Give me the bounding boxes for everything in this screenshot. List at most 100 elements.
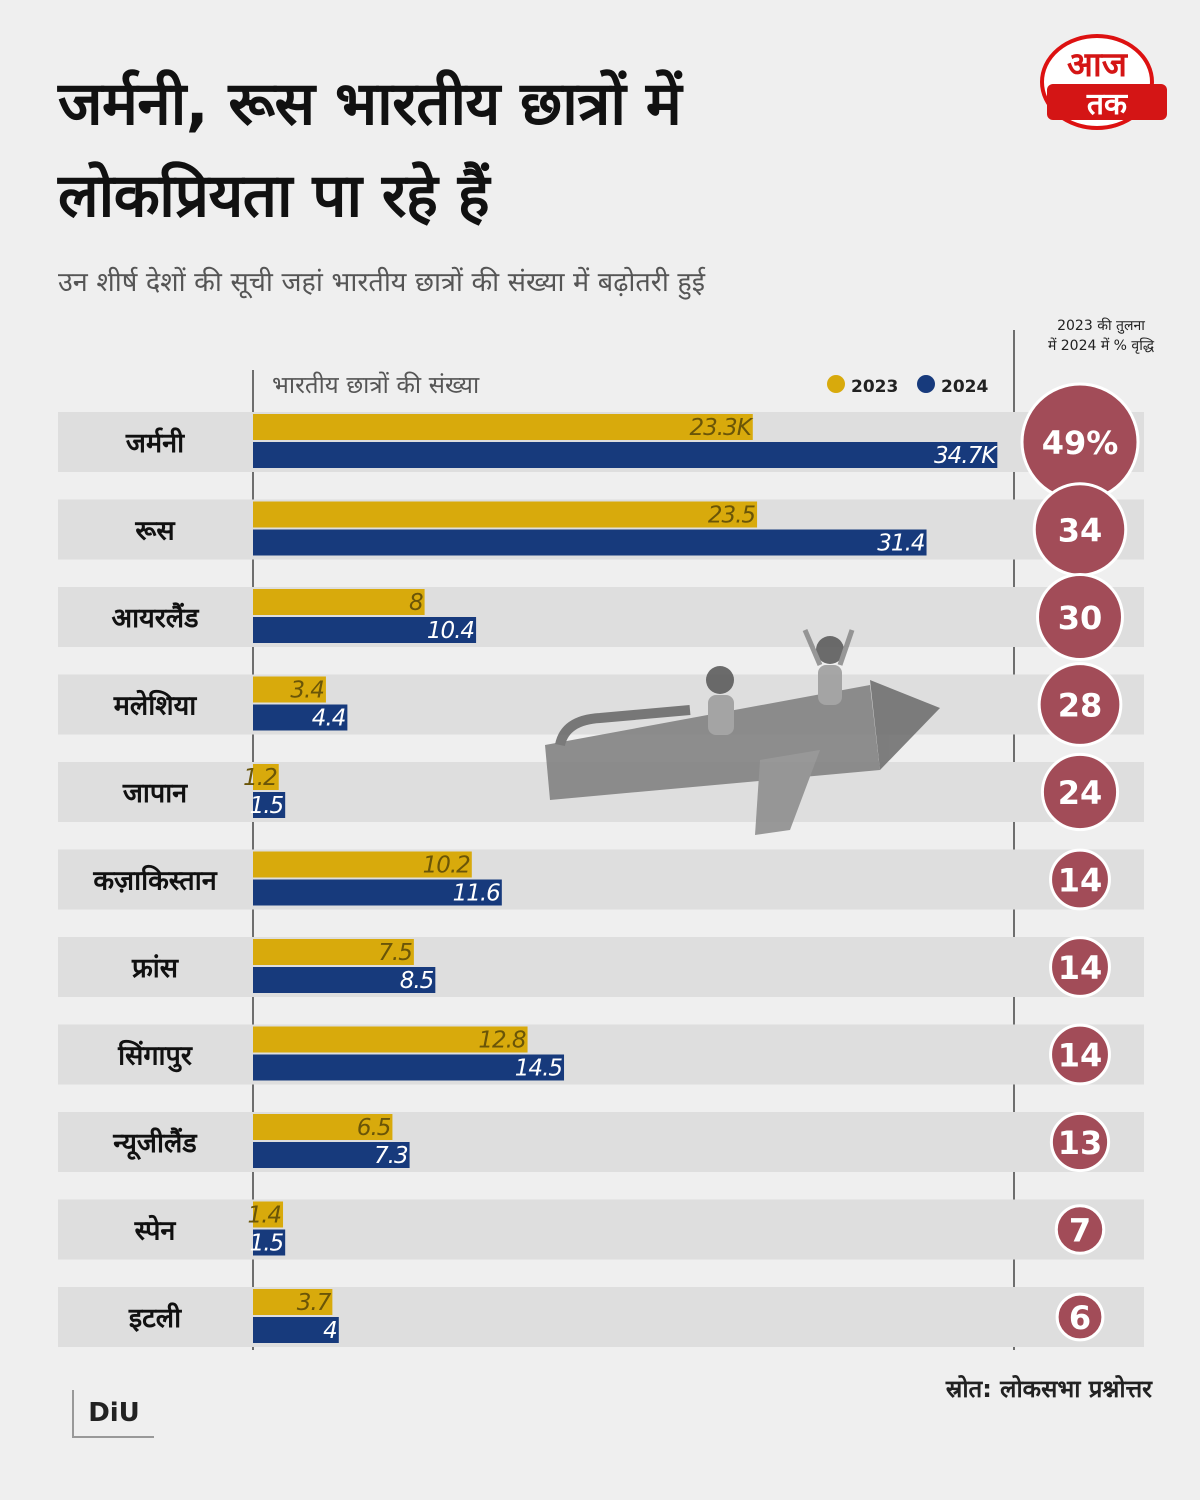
data-label-2023: 1.4 — [247, 1203, 281, 1229]
data-label-2024: 1.5 — [250, 1231, 284, 1257]
data-label-2023: 3.7 — [297, 1290, 332, 1316]
category-label: कज़ाकिस्तान — [92, 865, 217, 897]
data-label-2024: 14.5 — [515, 1056, 563, 1082]
data-label-2024: 4.4 — [312, 706, 346, 732]
growth-label: 24 — [1058, 774, 1103, 812]
bar-2023 — [253, 414, 753, 440]
growth-circle — [1040, 752, 1120, 832]
growth-label: 49% — [1042, 424, 1119, 462]
bar-2024 — [253, 617, 477, 643]
bar-2024 — [253, 529, 927, 556]
data-label-2023: 8 — [409, 590, 423, 616]
growth-label: 14 — [1058, 862, 1103, 900]
category-label: जर्मनी — [125, 427, 185, 459]
category-label: मलेशिया — [113, 690, 197, 722]
legend-label-2023: 2023 — [851, 377, 898, 397]
bar-2023 — [253, 939, 414, 965]
data-label-2024: 7.3 — [374, 1143, 408, 1169]
data-label-2024: 8.5 — [400, 968, 434, 994]
bar-2023 — [253, 1114, 393, 1140]
growth-label: 7 — [1069, 1212, 1091, 1250]
row-background — [58, 674, 1144, 735]
growth-label: 14 — [1058, 949, 1103, 987]
growth-label: 13 — [1058, 1124, 1103, 1162]
growth-circle — [1049, 936, 1111, 998]
title-line-2: लोकप्रियता पा रहे हैं — [58, 161, 490, 231]
growth-circle — [1049, 848, 1111, 911]
bar-2024 — [253, 1054, 565, 1081]
legend-marker-2023 — [827, 375, 845, 393]
data-label-2024: 11.6 — [453, 881, 501, 907]
bar-2024 — [253, 704, 348, 731]
data-label-2024: 10.4 — [427, 618, 474, 644]
logo-line-2: तक — [1086, 87, 1128, 122]
bar-2024 — [253, 879, 502, 906]
row-background — [58, 1112, 1144, 1172]
logo-line-1: आज — [1067, 45, 1129, 85]
growth-header-line-1: 2023 की तुलना — [1057, 318, 1145, 334]
data-label-2023: 10.2 — [423, 853, 471, 879]
bar-2024 — [253, 1229, 286, 1256]
growth-circle — [1054, 1204, 1106, 1255]
growth-circle — [1049, 1023, 1111, 1086]
growth-circle — [1036, 573, 1124, 661]
bar-2024 — [253, 792, 286, 818]
growth-circle — [1049, 1111, 1111, 1173]
bar-2023 — [253, 1026, 528, 1053]
bar-2023 — [253, 501, 758, 528]
diu-logo-text: DiU — [88, 1398, 140, 1428]
row-background — [58, 1199, 1144, 1260]
data-label-2023: 7.5 — [378, 940, 412, 966]
category-label: रूस — [134, 516, 176, 547]
category-label: जापान — [122, 778, 188, 809]
data-label-2023: 12.8 — [478, 1028, 526, 1054]
category-label: सिंगापुर — [117, 1040, 193, 1073]
data-label-2024: 4 — [323, 1318, 337, 1344]
title-line-1: जर्मनी, रूस भारतीय छात्रों में — [58, 69, 682, 139]
diu-logo: DiU — [72, 1390, 154, 1438]
growth-label: 28 — [1058, 687, 1103, 725]
row-background — [58, 849, 1144, 910]
graduates-on-pen-illustration — [545, 629, 940, 835]
row-background — [58, 1024, 1144, 1085]
aajtak-logo: आज तक — [1040, 34, 1167, 130]
data-label-2024: 1.5 — [250, 793, 284, 819]
data-label-2024: 31.4 — [877, 531, 924, 557]
growth-label: 34 — [1058, 512, 1103, 550]
data-label-2023: 3.4 — [290, 678, 324, 704]
page-title: जर्मनी, रूस भारतीय छात्रों में लोकप्रियत… — [58, 58, 958, 242]
growth-circle — [1055, 1292, 1105, 1342]
row-background — [58, 937, 1144, 997]
growth-header-line-2: में 2024 में % वृद्धि — [1047, 338, 1155, 354]
data-label-2023: 1.2 — [243, 765, 277, 791]
page-subtitle: उन शीर्ष देशों की सूची जहां भारतीय छात्र… — [58, 267, 705, 298]
data-label-2023: 23.3K — [689, 415, 753, 441]
data-label-2023: 6.5 — [357, 1115, 391, 1141]
growth-label: 14 — [1058, 1037, 1103, 1075]
bar-2024 — [253, 442, 998, 468]
category-label: आयरलैंड — [111, 602, 200, 634]
growth-column-header: 2023 की तुलना में 2024 में % वृद्धि — [1015, 316, 1187, 356]
data-label-2023: 23.5 — [708, 503, 756, 529]
legend-marker-2024 — [917, 375, 935, 393]
source-note: स्रोत: लोकसभा प्रश्नोत्तर — [945, 1375, 1152, 1403]
bar-2023 — [253, 589, 425, 615]
row-background — [58, 1287, 1144, 1347]
category-label: न्यूजीलैंड — [112, 1127, 198, 1161]
category-label: स्पेन — [134, 1215, 177, 1247]
bar-2023 — [253, 1201, 284, 1228]
growth-label: 6 — [1069, 1299, 1091, 1337]
growth-label: 30 — [1058, 599, 1103, 637]
bar-2023 — [253, 851, 472, 878]
category-label: इटली — [128, 1302, 182, 1334]
growth-circle — [1037, 662, 1123, 747]
axis-label: भारतीय छात्रों की संख्या — [272, 371, 480, 399]
data-label-2024: 34.7K — [934, 443, 998, 469]
bar-2023 — [253, 764, 279, 790]
bar-2024 — [253, 1317, 339, 1343]
bar-2023 — [253, 1289, 333, 1315]
row-background — [58, 587, 1144, 647]
category-label: फ्रांस — [131, 953, 180, 984]
bar-2023 — [253, 676, 326, 703]
